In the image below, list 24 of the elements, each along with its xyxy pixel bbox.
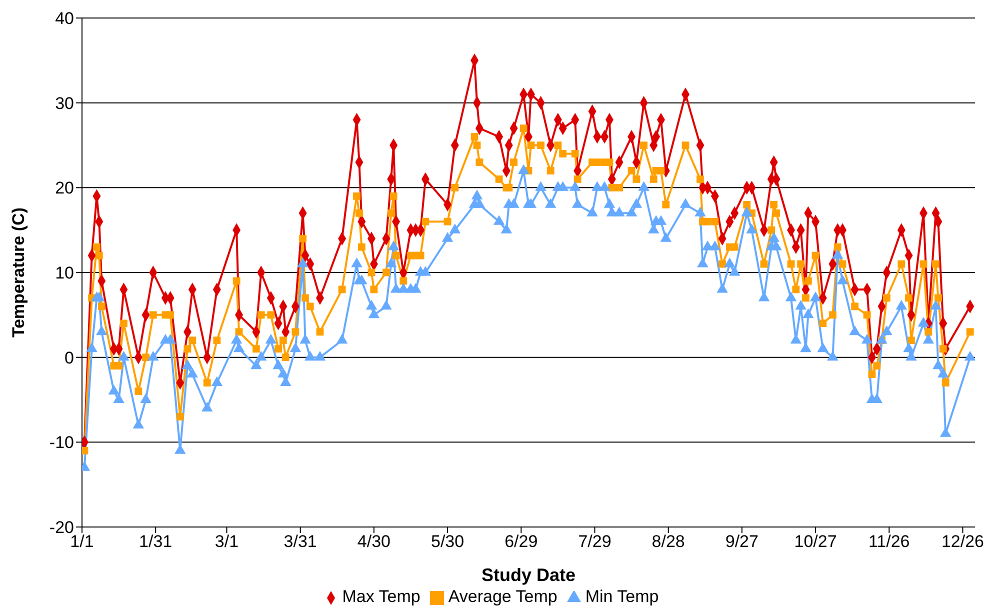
x-tick-label: 3/31 [284, 532, 317, 552]
y-tick-label: 40 [55, 9, 74, 28]
x-tick-label: 12/26 [941, 532, 984, 552]
legend-label: Min Temp [585, 587, 659, 606]
x-tick-label: 1/31 [139, 532, 172, 552]
x-tick-label: 4/30 [357, 532, 390, 552]
x-tick-label: 5/30 [430, 532, 464, 552]
legend-label: Average Temp [448, 587, 558, 606]
x-tick-label: 10/27 [794, 532, 837, 552]
x-tick-label: 7/29 [578, 532, 612, 552]
x-axis-title: Study Date [481, 565, 576, 585]
x-tick-label: 6/29 [504, 532, 538, 552]
legend-label: Max Temp [342, 587, 420, 606]
y-tick-label: 30 [55, 94, 74, 113]
x-tick-label: 3/1 [214, 532, 239, 552]
y-tick-label: 20 [55, 178, 74, 198]
y-tick-label: 10 [55, 264, 74, 283]
y-axis-title: Temperature (C) [9, 207, 28, 338]
x-tick-label: 9/27 [725, 532, 758, 552]
x-tick-label: 8/28 [652, 532, 685, 552]
y-tick-label: 0 [64, 348, 74, 368]
y-tick-label: -10 [49, 433, 74, 452]
x-tick-label: 1/1 [70, 532, 94, 552]
x-tick-label: 11/26 [868, 532, 910, 552]
